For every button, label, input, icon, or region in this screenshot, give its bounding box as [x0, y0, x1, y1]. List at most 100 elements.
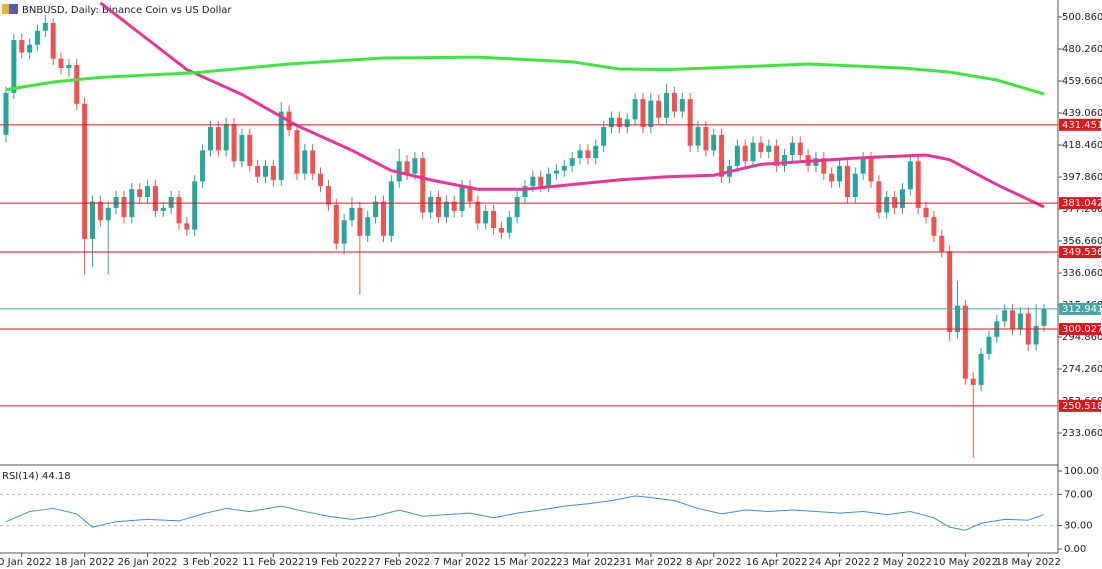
x-tick-label: 11 Feb 2022	[242, 557, 304, 568]
rsi-title: RSI(14) 44.18	[2, 471, 71, 482]
y-tick-label: 274.260	[1062, 364, 1102, 375]
candle-body	[962, 305, 968, 379]
candle-body	[844, 165, 850, 197]
candle-body	[821, 158, 827, 174]
candle-body	[899, 189, 905, 208]
candle-body	[349, 207, 355, 221]
candle-body	[357, 207, 363, 236]
candle-body	[939, 235, 945, 252]
candle-body	[1041, 308, 1047, 326]
x-tick-label: 10 May 2022	[933, 557, 998, 568]
candle-body	[585, 150, 591, 159]
level-label: 381.042	[1062, 198, 1102, 209]
candle-body	[50, 22, 56, 59]
candle-body	[782, 155, 787, 166]
y-tick-label: 336.060	[1062, 268, 1102, 279]
candle-body	[239, 134, 245, 162]
chart-title: BNBUSD, Daily: Binance Coin vs US Dollar	[22, 5, 232, 16]
y-tick-label: 397.860	[1062, 172, 1102, 183]
candle-body	[719, 134, 725, 177]
rsi-tick-label: 0.00	[1064, 544, 1086, 555]
candle-body	[955, 305, 960, 333]
candle-body	[892, 196, 898, 208]
candle-body	[766, 145, 772, 152]
candle-body	[923, 207, 929, 218]
candle-body	[215, 127, 221, 151]
candle-body	[302, 150, 308, 174]
candle-body	[176, 196, 182, 224]
x-tick-label: 23 Mar 2022	[556, 557, 619, 568]
candle-body	[797, 142, 803, 156]
candle-body	[687, 99, 693, 146]
candle-body	[184, 223, 190, 230]
x-tick-label: 8 Apr 2022	[686, 557, 741, 568]
candle-body	[443, 201, 449, 218]
candle-body	[860, 158, 866, 174]
y-tick-label: 459.660	[1062, 76, 1102, 87]
candle-body	[774, 145, 780, 166]
candle-body	[671, 92, 677, 112]
candle-body	[734, 145, 740, 166]
candle-body	[278, 111, 284, 180]
candle-body	[475, 201, 481, 224]
candle-body	[758, 142, 764, 152]
candle-body	[333, 204, 339, 244]
candle-body	[750, 142, 756, 162]
candle-body	[546, 173, 552, 187]
candle-body	[310, 150, 316, 174]
candle-body	[428, 196, 434, 213]
candle-body	[664, 92, 670, 118]
candle-body	[695, 127, 701, 146]
x-tick-label: 7 Mar 2022	[434, 557, 491, 568]
candle-body	[876, 181, 882, 213]
candle-body	[207, 127, 213, 151]
candle-body	[74, 64, 80, 104]
candle-body	[789, 142, 795, 156]
candle-body	[868, 158, 874, 182]
rsi-tick-label: 70.00	[1064, 489, 1093, 500]
y-tick-label: 439.060	[1062, 108, 1102, 119]
candle-body	[632, 99, 638, 120]
candle-body	[491, 210, 497, 229]
candle-body	[255, 165, 261, 177]
level-tag	[1059, 399, 1101, 412]
x-tick-label: 2 May 2022	[873, 557, 932, 568]
candle-body	[569, 158, 575, 166]
candle-body	[624, 119, 630, 128]
moving-average	[5, 55, 1045, 96]
x-tick-label: 10 Jan 2022	[0, 557, 52, 568]
candle-body	[483, 210, 489, 224]
candle-body	[152, 186, 158, 211]
candle-body	[742, 145, 748, 162]
candle-body	[530, 176, 536, 187]
candle-body	[970, 378, 976, 385]
candle-body	[601, 127, 607, 146]
candle-body	[82, 103, 88, 239]
moving-average	[99, 1, 1045, 209]
y-tick-label: 418.460	[1062, 140, 1102, 151]
candle-body	[192, 181, 198, 230]
candle-body	[986, 336, 992, 354]
candle-body	[388, 181, 394, 236]
candle-body	[451, 201, 457, 211]
level-label: 250.518	[1062, 401, 1102, 412]
rsi-tick-label: 30.00	[1064, 521, 1093, 532]
candle-body	[105, 207, 111, 221]
candle-body	[616, 117, 622, 128]
candle-body	[561, 165, 567, 171]
candle-body	[829, 173, 835, 182]
candle-body	[380, 201, 386, 236]
candle-body	[640, 99, 646, 128]
candle-body	[200, 150, 206, 182]
level-label: 431.451	[1062, 120, 1102, 131]
current-price-tag	[1059, 302, 1101, 315]
candle-body	[412, 158, 418, 174]
y-tick-label: 356.660	[1062, 236, 1102, 247]
x-tick-label: 26 Jan 2022	[118, 557, 178, 568]
candle-body	[648, 100, 654, 128]
x-tick-label: 18 Jan 2022	[55, 557, 115, 568]
candle-body	[168, 196, 174, 208]
x-tick-label: 15 Mar 2022	[493, 557, 556, 568]
candle-body	[66, 64, 72, 69]
